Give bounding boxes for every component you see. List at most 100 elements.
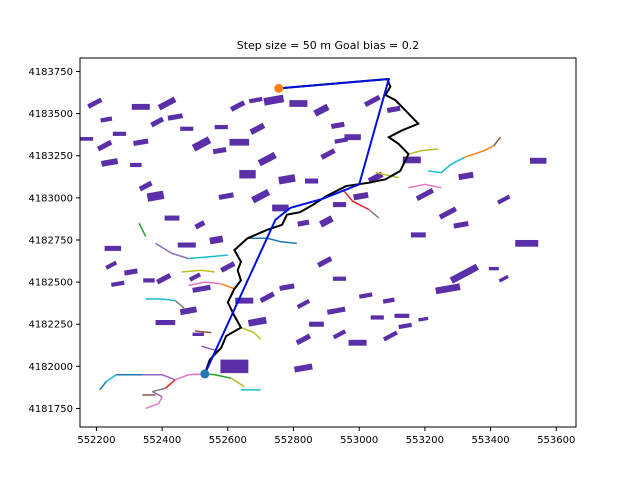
x-tick-label: 552400 bbox=[143, 435, 181, 446]
building bbox=[191, 136, 212, 152]
tree-branch bbox=[145, 298, 176, 302]
building bbox=[167, 113, 183, 121]
building bbox=[214, 124, 228, 130]
building bbox=[293, 363, 313, 373]
building bbox=[398, 322, 413, 330]
building bbox=[317, 256, 333, 268]
building bbox=[348, 339, 367, 346]
tree-branch bbox=[247, 237, 297, 245]
tree-branch bbox=[145, 396, 163, 410]
building bbox=[209, 235, 224, 245]
y-tick-label: 4182750 bbox=[28, 235, 73, 246]
tree-branch bbox=[188, 254, 228, 260]
building bbox=[309, 321, 324, 327]
building bbox=[247, 316, 267, 327]
tree-branch bbox=[99, 381, 107, 391]
building bbox=[326, 306, 346, 315]
building bbox=[358, 292, 373, 299]
building bbox=[263, 94, 285, 106]
building bbox=[386, 105, 401, 114]
tree-branch bbox=[342, 188, 370, 211]
axes-frame bbox=[79, 57, 577, 428]
tree-branch bbox=[188, 281, 222, 287]
x-tick-label: 552200 bbox=[77, 435, 115, 446]
building bbox=[418, 316, 429, 322]
building bbox=[143, 278, 155, 283]
tree-branch bbox=[194, 330, 212, 334]
building bbox=[332, 276, 347, 281]
building bbox=[370, 315, 384, 320]
goal-marker bbox=[274, 83, 284, 93]
building bbox=[449, 263, 479, 284]
building bbox=[155, 320, 176, 326]
building bbox=[296, 299, 311, 309]
y-tick-label: 4181750 bbox=[28, 404, 73, 415]
y-tick-label: 4183500 bbox=[28, 109, 73, 120]
building bbox=[194, 220, 206, 230]
building bbox=[251, 188, 271, 204]
building bbox=[133, 138, 149, 147]
building bbox=[212, 147, 227, 155]
building bbox=[220, 261, 236, 273]
building bbox=[229, 138, 250, 146]
building bbox=[279, 283, 295, 291]
building bbox=[100, 116, 113, 123]
tree-branch bbox=[174, 300, 186, 310]
building bbox=[218, 192, 234, 200]
tree-branch bbox=[368, 209, 380, 219]
building bbox=[100, 158, 119, 167]
y-axis: 4181750 4182000 4182250 4182500 4182750 41830… bbox=[28, 67, 80, 415]
building bbox=[530, 157, 547, 164]
building bbox=[96, 139, 113, 152]
tree-branch bbox=[152, 387, 166, 393]
building bbox=[297, 219, 310, 227]
x-axis: 552200 552400 552600 552800 553000 553200 5534… bbox=[77, 427, 575, 446]
building bbox=[110, 280, 125, 287]
tree-branch bbox=[464, 144, 495, 159]
building bbox=[332, 202, 347, 208]
building bbox=[156, 273, 172, 285]
building bbox=[249, 122, 266, 135]
tree-branch bbox=[428, 156, 465, 174]
building bbox=[146, 190, 165, 202]
x-tick-label: 552600 bbox=[209, 435, 247, 446]
building bbox=[415, 188, 435, 201]
building bbox=[80, 137, 94, 141]
building bbox=[177, 242, 196, 248]
tree-branch bbox=[240, 326, 262, 340]
plot-area bbox=[80, 77, 547, 410]
y-tick-label: 4183250 bbox=[28, 151, 73, 162]
x-tick-label: 553600 bbox=[537, 435, 575, 446]
building bbox=[318, 215, 334, 228]
building bbox=[229, 100, 246, 112]
building bbox=[87, 97, 103, 109]
tree-branch bbox=[155, 242, 189, 260]
y-tick-label: 4182500 bbox=[28, 278, 73, 289]
final-path bbox=[203, 77, 391, 375]
building bbox=[394, 313, 410, 318]
tree-branch bbox=[164, 379, 176, 389]
building bbox=[278, 174, 296, 185]
tree-branch bbox=[220, 283, 235, 290]
building bbox=[188, 272, 202, 282]
building bbox=[488, 266, 499, 271]
building bbox=[295, 333, 312, 346]
rrt-path bbox=[203, 78, 421, 375]
building bbox=[344, 134, 361, 141]
building bbox=[382, 330, 398, 342]
building bbox=[138, 180, 153, 192]
tree-branch bbox=[230, 377, 245, 388]
building bbox=[131, 103, 150, 110]
building bbox=[353, 191, 369, 201]
y-tick-label: 4183000 bbox=[28, 193, 73, 204]
y-tick-label: 4182000 bbox=[28, 362, 73, 373]
building bbox=[367, 171, 384, 184]
building bbox=[180, 126, 194, 131]
building bbox=[150, 116, 165, 128]
building bbox=[272, 204, 289, 212]
x-tick-label: 553200 bbox=[406, 435, 444, 446]
building bbox=[330, 121, 345, 130]
building bbox=[402, 156, 421, 164]
